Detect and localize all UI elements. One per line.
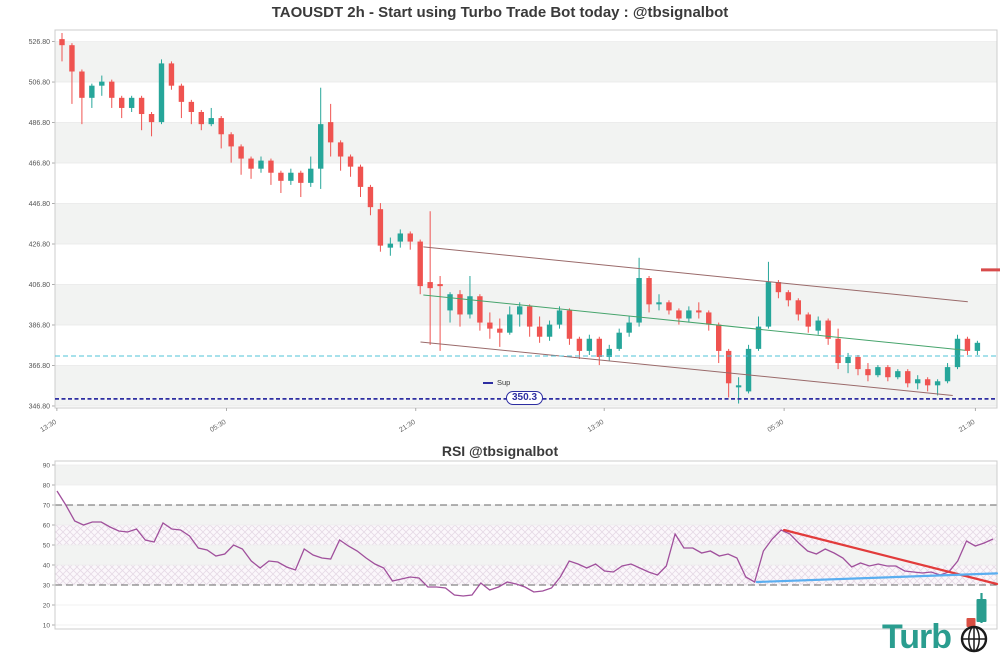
rsi-axis-tick: 70 [43,503,51,510]
time-axis-tick: 21:30 [398,419,417,434]
rsi-axis-tick: 40 [43,563,51,570]
time-axis-tick: 13:30 [587,419,606,434]
rsi-trendline-support [755,572,999,584]
time-axis-tick: 05:30 [209,419,228,434]
price-axis-tick: 426.80 [29,242,51,249]
price-axis-tick: 486.80 [29,120,51,127]
rsi-axis-tick: 20 [43,603,51,610]
rsi-axis-tick: 60 [43,523,51,530]
price-axis-tick: 446.80 [29,201,51,208]
price-axis-tick: 386.80 [29,322,51,329]
time-axis-tick: 21:30 [958,419,977,434]
globe-candlestick-icon [960,593,988,653]
rsi-axis-tick: 50 [43,543,51,550]
rsi-axis-tick: 80 [43,483,51,490]
price-chart: 526.80 506.80 486.80 466.80 446.80 426.80 406.… [29,29,1000,434]
channel-line-middle [423,294,966,351]
rsi-title: RSI @tbsignalbot [441,443,559,459]
channel-line-upper [423,246,968,303]
rsi-axis-tick: 10 [43,623,51,630]
brand-logo-text: Turb [882,618,952,656]
price-axis-tick: 466.80 [29,161,51,168]
support-price-label: 350.3 [506,391,544,405]
rsi-axis-tick: 30 [43,583,51,590]
time-axis-tick: 05:30 [767,419,786,434]
price-axis-tick: 506.80 [29,80,51,87]
legend-sup: Sup [483,378,510,387]
channel-line-lower [420,341,953,396]
sup-line-swatch [483,381,493,384]
price-axis-tick: 366.80 [29,363,51,370]
price-axis-tick: 406.80 [29,282,51,289]
rsi-chart: 90 80 70 60 50 40 30 20 10 [43,460,999,630]
rsi-axis-tick: 90 [43,463,51,470]
sup-legend-label: Sup [497,378,511,387]
page-title: TAOUSDT 2h - Start using Turbo Trade Bot… [271,4,729,21]
brand-logo: Turb [882,618,952,656]
rsi-line [56,490,994,597]
price-axis-tick: 526.80 [29,39,51,46]
time-axis-tick: 13:30 [39,419,58,434]
price-axis-tick: 346.80 [29,403,51,410]
